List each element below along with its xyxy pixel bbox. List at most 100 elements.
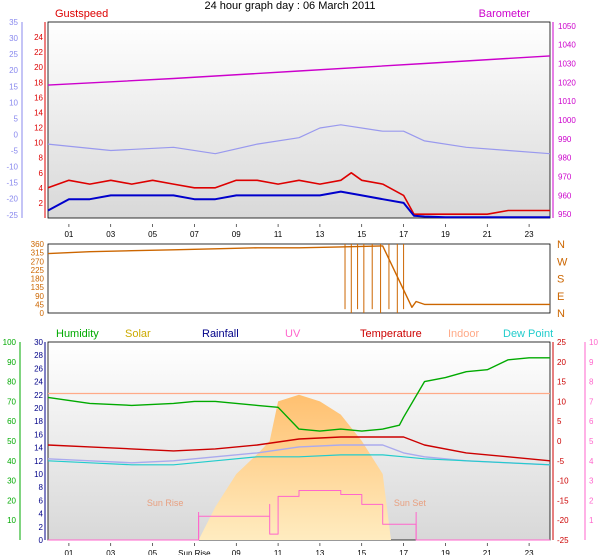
panel3-uv-tick-label: 1 [589,516,594,525]
panel2-left-tick-label: 180 [31,275,45,284]
panel3-rain-tick-label: 18 [34,417,43,426]
panel3-uv-tick-label: 8 [589,378,594,387]
panel3-uv-tick-label: 10 [589,338,598,347]
panel1-red-tick-label: 16 [34,93,43,102]
panel1-x-tick-label: 05 [148,230,157,239]
panel3-uv-tick-label: 2 [589,496,594,505]
panel1-red-tick-label: 12 [34,124,43,133]
panel2-compass-label: N [557,239,565,251]
panel3-x-tick-label: 05 [148,549,157,555]
panel2-compass-label: E [557,291,564,303]
panel3-humidity-tick-label: 90 [7,358,16,367]
panel3-humidity-tick-label: 70 [7,397,16,406]
panel1-red-tick-label: 6 [39,169,44,178]
panel1-blue-tick-label: 15 [9,82,18,91]
series-wind-direction [47,245,550,308]
panel3-temp-tick-label: -10 [557,477,569,486]
panel1-x-tick-label: 07 [190,230,199,239]
panel3-temp-tick-label: 15 [557,378,566,387]
panel2-left-tick-label: 315 [31,249,45,258]
panel1-blue-tick-label: 35 [9,18,18,27]
panel3-temp-tick-label: 25 [557,338,566,347]
panel3-humidity-tick-label: 20 [7,496,16,505]
panel3-rain-tick-label: 2 [39,523,44,532]
panel3-rain-tick-label: 26 [34,364,43,373]
panel3-humidity-tick-label: 80 [7,378,16,387]
panel1-right-tick-label: 1050 [558,22,576,31]
panel3-x-tick-label: 21 [483,549,492,555]
annotation-sun-set: Sun Set [394,498,427,508]
panel1-red-tick-label: 4 [39,184,44,193]
panel2-left-tick-label: 360 [31,240,45,249]
annotation-sun-rise: Sun Rise [147,498,184,508]
panel1-blue-tick-label: 30 [9,34,18,43]
panel3-uv-tick-label: 6 [589,417,594,426]
panel1-x-tick-label: 09 [232,230,241,239]
panel2-left-tick-label: 270 [31,257,45,266]
panel2-compass-label: N [557,308,565,320]
panel3-humidity-tick-label: 40 [7,457,16,466]
panel1-x-tick-label: 21 [483,230,492,239]
legend-solar: Solar [125,328,151,340]
panel3-rain-tick-label: 24 [34,378,43,387]
panel3-rain-tick-label: 12 [34,457,43,466]
panel1-blue-tick-label: 25 [9,50,18,59]
panel2-plot-area [47,243,551,314]
panel1-blue-tick-label: -10 [6,163,18,172]
legend-barometer: Barometer [479,8,531,20]
panel3-uv-tick-label: 4 [589,457,594,466]
panel3-temp-tick-label: -20 [557,516,569,525]
panel1-right-tick-label: 1030 [558,59,576,68]
panel3-humidity-tick-label: 10 [7,516,16,525]
series-lilac-line [47,124,551,155]
panel3-x-tick-label: 19 [441,549,450,555]
panel3-rain-tick-label: 6 [39,496,44,505]
panel1-red-tick-label: 10 [34,139,43,148]
panel3-temp-tick-label: 5 [557,417,562,426]
panel1-right-tick-label: 960 [558,191,572,200]
panel3-uv-tick-label: 3 [589,477,594,486]
panel3-temp-tick-label: 0 [557,437,562,446]
panel1-x-tick-label: 23 [525,230,534,239]
panel1-right-tick-label: 970 [558,173,572,182]
panel3-rain-tick-label: 10 [34,470,43,479]
panel3-rain-tick-label: 30 [34,338,43,347]
panel3-rain-tick-label: 28 [34,351,43,360]
panel3-rain-tick-label: 20 [34,404,43,413]
legend-dew-point: Dew Point [503,328,553,340]
panel3-x-tick-label: 17 [399,549,408,555]
legend-temperature: Temperature [360,328,422,340]
series-barometer [47,55,551,86]
panel3-temp-tick-label: -15 [557,496,569,505]
series-gustspeed [47,172,550,215]
panel3-humidity-tick-label: 30 [7,477,16,486]
panel3-x-tick-label: Sun Rise [178,549,211,555]
panel1-right-tick-label: 1000 [558,116,576,125]
panel1-red-tick-label: 24 [34,33,43,42]
panel1-blue-tick-label: -25 [6,211,18,220]
panel2-left-tick-label: 135 [31,283,45,292]
series-uv [48,490,550,541]
panel1-red-tick-label: 20 [34,63,43,72]
legend-indoor: Indoor [448,328,480,340]
panel3-humidity-tick-label: 50 [7,437,16,446]
series-humidity [47,357,550,432]
panel3-rain-tick-label: 0 [39,536,44,545]
panel1-x-tick-label: 19 [441,230,450,239]
panel1-right-tick-label: 990 [558,135,572,144]
panel3-x-tick-label: 01 [64,549,73,555]
panel1-right-tick-label: 950 [558,210,572,219]
panel1-x-tick-label: 11 [274,230,283,239]
panel1-blue-tick-label: 0 [14,130,19,139]
panel1-blue-tick-label: -15 [6,179,18,188]
panel3-x-tick-label: 23 [525,549,534,555]
panel1-right-tick-label: 1040 [558,41,576,50]
panel2-left-tick-label: 225 [31,266,45,275]
panel1-x-tick-label: 17 [399,230,408,239]
panel1-blue-tick-label: -5 [11,147,19,156]
panel3-uv-tick-label: 7 [589,397,594,406]
legend-gustspeed: Gustspeed [55,8,108,20]
panel3-humidity-tick-label: 60 [7,417,16,426]
panel3-x-tick-label: 03 [106,549,115,555]
